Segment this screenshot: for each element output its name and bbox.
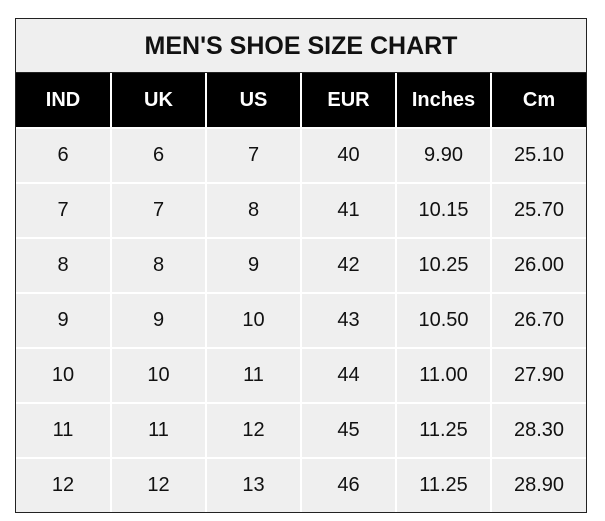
table-cell: 10	[205, 292, 301, 348]
table-cell: 7	[110, 182, 206, 238]
column-header: IND	[16, 73, 111, 128]
column-header: Cm	[490, 73, 586, 128]
table-row: 9 9 10 43 10.50 26.70	[16, 292, 586, 348]
table-cell: 11.25	[395, 402, 491, 458]
table-cell: 25.10	[490, 127, 586, 183]
table-cell: 9	[16, 292, 111, 348]
table-cell: 12	[110, 457, 206, 512]
table-cell: 11	[16, 402, 111, 458]
table-cell: 6	[110, 127, 206, 183]
column-header: UK	[110, 73, 206, 128]
size-chart: MEN'S SHOE SIZE CHART IND UK US EUR Inches Cm…	[15, 18, 587, 513]
table-cell: 41	[300, 182, 396, 238]
table-row: 7 7 8 41 10.15 25.70	[16, 182, 586, 238]
table-row: 6 6 7 40 9.90 25.10	[16, 127, 586, 183]
table-cell: 44	[300, 347, 396, 403]
table-cell: 27.90	[490, 347, 586, 403]
table-cell: 6	[16, 127, 111, 183]
table-cell: 45	[300, 402, 396, 458]
chart-title: MEN'S SHOE SIZE CHART	[16, 19, 586, 73]
table-cell: 10	[16, 347, 111, 403]
table-cell: 12	[205, 402, 301, 458]
table-cell: 10.15	[395, 182, 491, 238]
table-cell: 12	[16, 457, 111, 512]
table-row: 12 12 13 46 11.25 28.90	[16, 457, 586, 512]
column-header: Inches	[395, 73, 491, 128]
table-cell: 43	[300, 292, 396, 348]
table-cell: 42	[300, 237, 396, 293]
table-cell: 26.70	[490, 292, 586, 348]
header-row: IND UK US EUR Inches Cm	[16, 73, 586, 128]
table-cell: 11	[110, 402, 206, 458]
table-cell: 26.00	[490, 237, 586, 293]
table-cell: 9	[110, 292, 206, 348]
column-header: US	[205, 73, 301, 128]
table-cell: 11.25	[395, 457, 491, 512]
table-cell: 11.00	[395, 347, 491, 403]
table-cell: 10.25	[395, 237, 491, 293]
column-header: EUR	[300, 73, 396, 128]
table-row: 11 11 12 45 11.25 28.30	[16, 402, 586, 458]
table-cell: 9	[205, 237, 301, 293]
table-cell: 10.50	[395, 292, 491, 348]
table-cell: 46	[300, 457, 396, 512]
table-cell: 13	[205, 457, 301, 512]
table-cell: 8	[110, 237, 206, 293]
table-cell: 8	[205, 182, 301, 238]
table-cell: 25.70	[490, 182, 586, 238]
table-cell: 28.30	[490, 402, 586, 458]
table-cell: 7	[16, 182, 111, 238]
table-cell: 10	[110, 347, 206, 403]
size-table: IND UK US EUR Inches Cm 6 6 7 40 9.90 25.10 7 7 8 41 10…	[16, 73, 586, 512]
table-cell: 40	[300, 127, 396, 183]
table-cell: 9.90	[395, 127, 491, 183]
table-cell: 11	[205, 347, 301, 403]
table-row: 8 8 9 42 10.25 26.00	[16, 237, 586, 293]
table-row: 10 10 11 44 11.00 27.90	[16, 347, 586, 403]
table-cell: 8	[16, 237, 111, 293]
table-cell: 28.90	[490, 457, 586, 512]
table-cell: 7	[205, 127, 301, 183]
